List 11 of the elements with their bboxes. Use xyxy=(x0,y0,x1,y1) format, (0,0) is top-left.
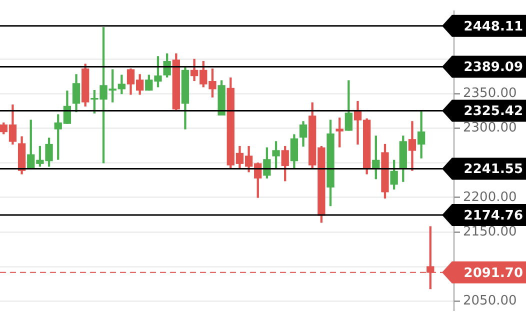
y-tick-label: 2350.00 xyxy=(463,86,517,102)
ref-line-label: 2325.42 xyxy=(464,104,523,120)
ref-line-label: 2448.11 xyxy=(464,19,523,34)
y-tick-label: 2300.00 xyxy=(463,120,517,136)
ref-line-label: 2174.76 xyxy=(464,208,523,224)
ref-line-label: 2091.70 xyxy=(464,266,523,281)
y-tick-label: 2050.00 xyxy=(463,294,517,309)
y-tick-label: 2150.00 xyxy=(463,224,517,240)
ref-line-label: 2389.09 xyxy=(464,60,523,76)
ref-line-label: 2241.55 xyxy=(464,162,523,178)
y-tick-label: 2200.00 xyxy=(463,190,517,205)
